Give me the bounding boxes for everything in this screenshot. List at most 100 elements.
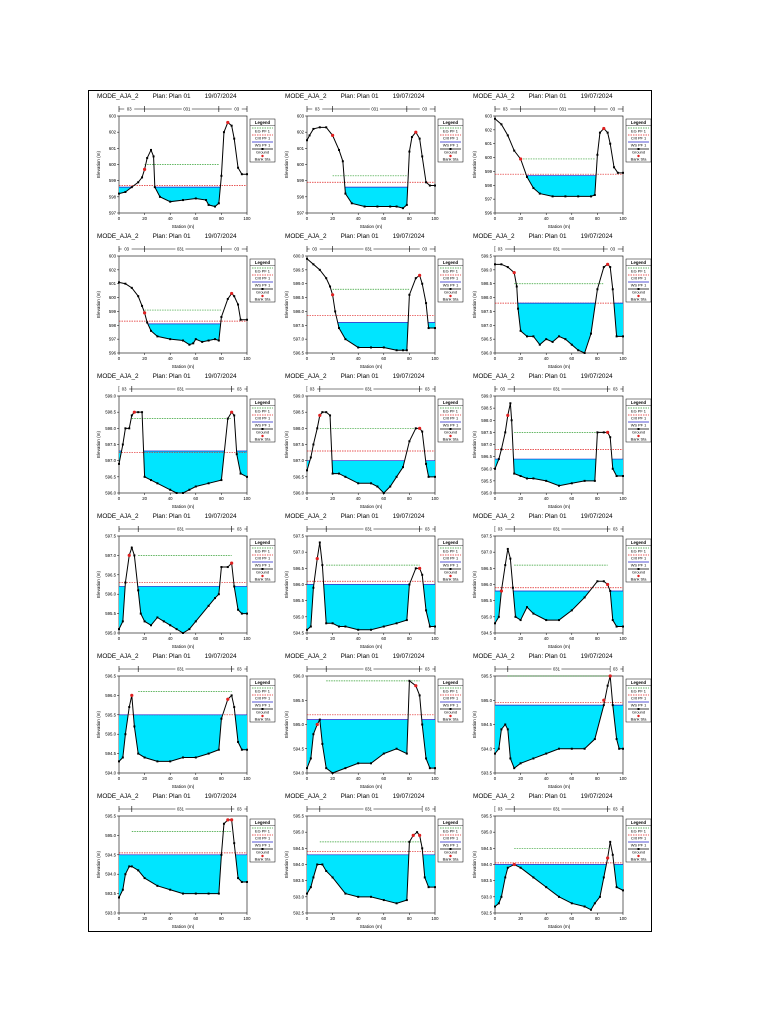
ground-point — [497, 458, 500, 461]
x-tick-label: 60 — [193, 356, 198, 361]
panel-title-model: MODE_AJA_2 — [97, 793, 139, 800]
reach-label: 031 — [553, 806, 561, 811]
legend-label: EG PF 1 — [255, 548, 270, 553]
ground-point — [376, 205, 379, 208]
ground-point — [240, 748, 243, 751]
ground-point — [124, 190, 127, 193]
cross-section-chart: 03 031 03 596.5 597.0 597.5 598.0 598.5 599.0 599… — [284, 246, 464, 369]
x-axis-label: Station (m) — [172, 504, 195, 509]
ground-point — [309, 886, 312, 889]
x-tick-label: 100 — [619, 776, 627, 781]
legend-label: Bank Sta — [255, 716, 272, 721]
ground-point — [583, 352, 586, 354]
panel-title: MODE_AJA_2 Plan: Plan 01 19/07/2024 — [97, 93, 251, 100]
x-axis-label: Station (m) — [548, 504, 571, 509]
x-tick-label: 40 — [544, 636, 549, 641]
ground-point — [408, 440, 411, 443]
legend-swatch — [449, 294, 452, 298]
ground-point — [602, 266, 605, 269]
ground-point — [538, 343, 541, 346]
bank-station-point — [602, 126, 606, 131]
cross-section-panel: MODE_AJA_2 Plan: Plan 01 19/07/2024 03 031 03… — [89, 231, 277, 371]
x-tick-label: 40 — [544, 916, 549, 921]
x-tick-label: 80 — [407, 356, 412, 361]
legend-label: EG PF 1 — [631, 268, 646, 273]
reach-label: 03 — [613, 806, 618, 811]
legend-label: Ground — [632, 149, 645, 154]
x-tick-label: 0 — [118, 916, 121, 921]
y-tick-label: 602 — [297, 130, 305, 135]
y-tick-label: 594.0 — [105, 872, 116, 877]
reach-label: 031 — [559, 106, 567, 111]
cross-section-chart: 031 03 593.0 593.5 594.0 594.5 595.0 595.5 0 20 40… — [96, 806, 276, 929]
legend: Legend EG PF 1 Crit PF 1 WS PF 1 Ground Bank … — [437, 398, 464, 443]
legend-label: Bank Sta — [255, 436, 272, 441]
legend-label: Crit PF 1 — [255, 135, 270, 140]
ground-point — [137, 869, 140, 872]
ground-point — [564, 195, 567, 198]
ground-point — [382, 899, 385, 902]
ground-point — [130, 186, 133, 189]
x-tick-label: 0 — [306, 916, 309, 921]
reach-label: 03 — [425, 526, 430, 531]
legend-label: Bank Sta — [255, 296, 272, 301]
legend-swatch — [637, 434, 640, 438]
ground-point — [532, 477, 535, 480]
legend-label: Bank Sta — [631, 436, 648, 441]
panel-title-plan: Plan: Plan 01 — [340, 793, 379, 800]
ground-point — [583, 596, 586, 599]
ground-point — [370, 482, 372, 485]
panel-title-model: MODE_AJA_2 — [285, 513, 327, 520]
panel-title-date: 19/07/2024 — [580, 93, 613, 100]
legend-label: EG PF 1 — [631, 688, 646, 693]
x-axis-label: Station (m) — [548, 644, 571, 649]
panel-title-model: MODE_AJA_2 — [473, 793, 515, 800]
ground-point — [357, 895, 360, 898]
legend-label: EG PF 1 — [255, 828, 270, 833]
ground-point — [312, 263, 315, 266]
x-tick-label: 60 — [381, 216, 386, 221]
ground-point — [237, 166, 240, 169]
ground-point — [526, 477, 528, 480]
ground-point — [118, 628, 120, 631]
ground-line — [306, 126, 435, 209]
ground-point — [182, 339, 184, 342]
ground-point — [344, 338, 347, 341]
ground-point — [194, 485, 197, 488]
legend-label: Bank Sta — [631, 156, 648, 161]
ground-point — [220, 315, 223, 318]
panel-title-date: 19/07/2024 — [392, 513, 425, 520]
x-tick-label: 60 — [193, 496, 198, 501]
legend: Legend EG PF 1 Crit PF 1 WS PF 1 Ground Bank … — [437, 258, 464, 303]
y-tick-label: 599.0 — [481, 267, 492, 272]
cross-section-chart: 031 03 592.5 593.0 593.5 594.0 594.5 595.0 595.5… — [284, 806, 464, 929]
ground-point — [350, 202, 353, 205]
legend-label: EG PF 1 — [255, 688, 270, 693]
legend-label: Crit PF 1 — [631, 135, 646, 140]
cross-section-chart: 03 031 03 596.0 596.5 597.0 597.5 598.0 598.5 599… — [284, 386, 464, 509]
legend-label: Crit PF 1 — [443, 415, 458, 420]
reach-label: 031 — [365, 806, 373, 811]
y-tick-label: 595.0 — [481, 491, 492, 496]
bank-station-point — [606, 582, 610, 587]
ground-point — [150, 624, 152, 627]
y-tick-label: 593.5 — [293, 878, 304, 883]
ground-point — [217, 748, 220, 751]
reach-label: 03 — [498, 526, 503, 531]
ground-point — [583, 905, 586, 908]
y-tick-label: 600 — [485, 155, 493, 160]
panel-title-model: MODE_AJA_2 — [285, 373, 327, 380]
ground-point — [220, 174, 223, 177]
legend-label: Ground — [256, 289, 269, 294]
x-tick-label: 80 — [595, 356, 600, 361]
ground-point — [226, 566, 229, 569]
bank-station-point — [414, 684, 418, 688]
x-tick-label: 40 — [356, 636, 361, 641]
x-tick-label: 20 — [330, 496, 335, 501]
legend-label: WS PF 1 — [631, 702, 647, 707]
ground-point — [318, 126, 321, 129]
bank-station-point — [606, 430, 610, 434]
x-tick-label: 100 — [431, 356, 439, 361]
legend-label: Crit PF 1 — [255, 275, 270, 280]
panel-title-date: 19/07/2024 — [392, 653, 425, 660]
